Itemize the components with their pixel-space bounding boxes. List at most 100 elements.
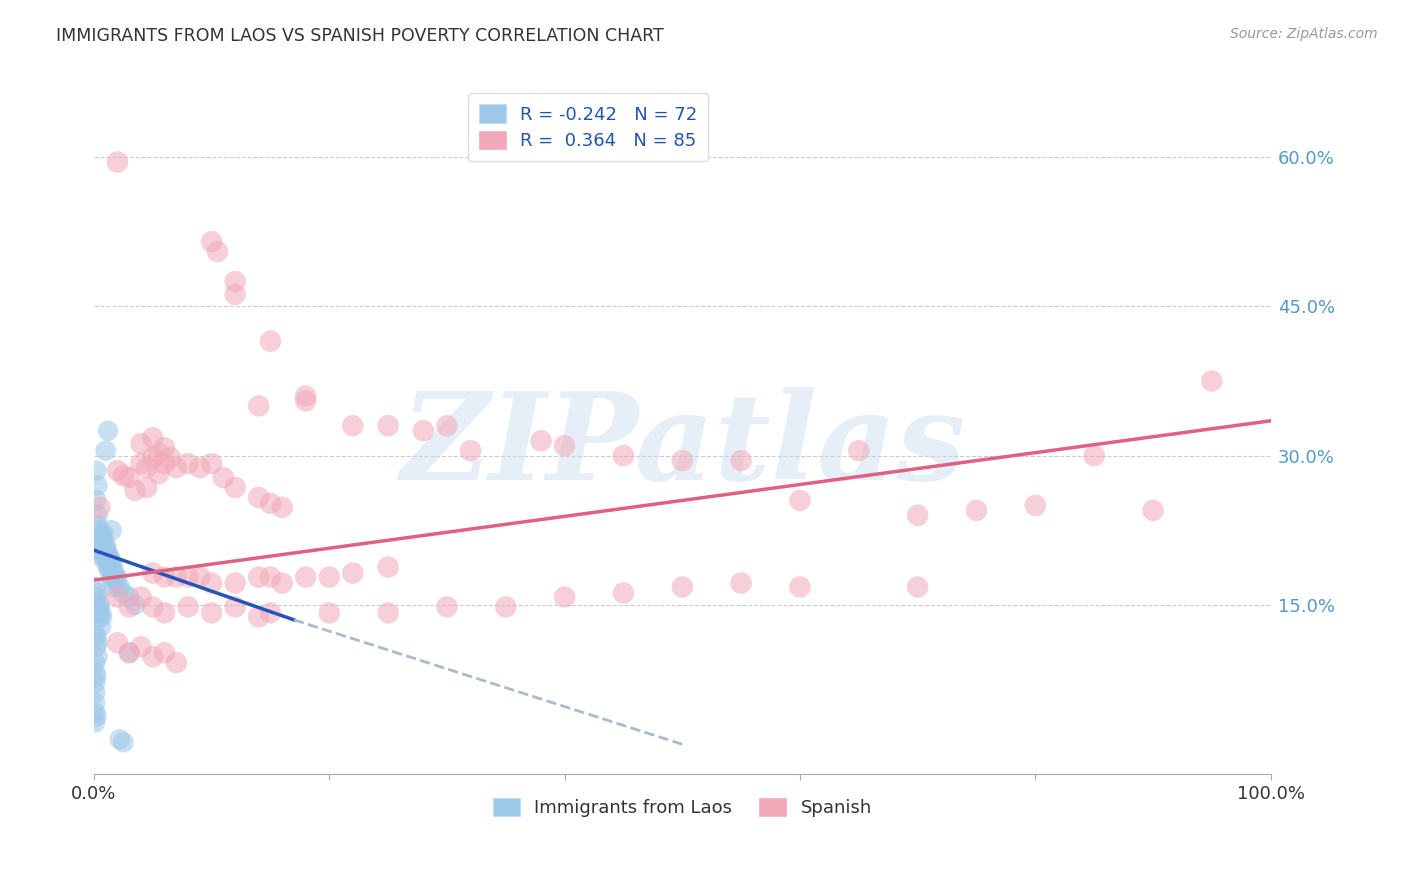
Point bbox=[966, 503, 988, 517]
Point bbox=[207, 244, 229, 259]
Point bbox=[87, 606, 110, 620]
Point bbox=[118, 646, 141, 660]
Point bbox=[86, 508, 108, 523]
Point bbox=[554, 590, 576, 604]
Point bbox=[129, 590, 152, 604]
Point bbox=[612, 449, 634, 463]
Point bbox=[135, 481, 157, 495]
Point bbox=[412, 424, 434, 438]
Point bbox=[177, 570, 200, 584]
Point bbox=[212, 470, 235, 484]
Point bbox=[201, 606, 224, 620]
Point bbox=[612, 586, 634, 600]
Point bbox=[247, 570, 270, 584]
Point bbox=[118, 646, 141, 660]
Point bbox=[907, 580, 929, 594]
Point bbox=[789, 493, 811, 508]
Point bbox=[201, 457, 224, 471]
Point bbox=[247, 610, 270, 624]
Point bbox=[100, 552, 122, 566]
Point bbox=[100, 523, 122, 537]
Point bbox=[377, 418, 399, 433]
Point bbox=[165, 656, 187, 670]
Point bbox=[153, 570, 176, 584]
Point bbox=[94, 538, 117, 552]
Point bbox=[259, 606, 281, 620]
Point bbox=[730, 576, 752, 591]
Point bbox=[90, 540, 112, 554]
Point bbox=[201, 235, 224, 249]
Point bbox=[94, 443, 117, 458]
Point bbox=[84, 640, 107, 654]
Point bbox=[271, 576, 294, 591]
Point bbox=[142, 599, 165, 614]
Point bbox=[554, 439, 576, 453]
Point bbox=[89, 538, 111, 552]
Point bbox=[93, 543, 115, 558]
Point bbox=[148, 467, 170, 481]
Point bbox=[103, 580, 125, 594]
Point bbox=[671, 453, 693, 467]
Point bbox=[91, 528, 114, 542]
Text: IMMIGRANTS FROM LAOS VS SPANISH POVERTY CORRELATION CHART: IMMIGRANTS FROM LAOS VS SPANISH POVERTY … bbox=[56, 27, 664, 45]
Point bbox=[87, 533, 110, 548]
Point bbox=[907, 508, 929, 523]
Point bbox=[84, 715, 107, 730]
Point bbox=[129, 436, 152, 450]
Point bbox=[107, 464, 129, 478]
Point bbox=[142, 431, 165, 445]
Point bbox=[90, 530, 112, 544]
Point bbox=[89, 500, 111, 515]
Point bbox=[93, 526, 115, 541]
Point bbox=[100, 560, 122, 574]
Text: Source: ZipAtlas.com: Source: ZipAtlas.com bbox=[1230, 27, 1378, 41]
Point bbox=[495, 599, 517, 614]
Point bbox=[84, 590, 107, 604]
Point bbox=[84, 665, 107, 680]
Point bbox=[96, 543, 118, 558]
Text: ZIPatlas: ZIPatlas bbox=[399, 387, 965, 506]
Point bbox=[107, 155, 129, 169]
Point bbox=[84, 696, 107, 710]
Point bbox=[135, 460, 157, 475]
Point bbox=[84, 543, 107, 558]
Point bbox=[377, 560, 399, 574]
Point bbox=[107, 570, 129, 584]
Point bbox=[224, 275, 246, 289]
Point bbox=[271, 500, 294, 515]
Point bbox=[247, 491, 270, 505]
Point bbox=[108, 732, 131, 747]
Point bbox=[89, 548, 111, 562]
Point bbox=[84, 685, 107, 699]
Point bbox=[848, 443, 870, 458]
Point bbox=[93, 533, 115, 548]
Point bbox=[93, 553, 115, 567]
Point bbox=[129, 457, 152, 471]
Point bbox=[188, 460, 211, 475]
Point bbox=[98, 563, 121, 577]
Legend: Immigrants from Laos, Spanish: Immigrants from Laos, Spanish bbox=[485, 790, 879, 824]
Point bbox=[97, 424, 120, 438]
Point bbox=[1142, 503, 1164, 517]
Point bbox=[294, 570, 316, 584]
Point bbox=[108, 580, 131, 594]
Point bbox=[318, 570, 340, 584]
Point bbox=[107, 636, 129, 650]
Point bbox=[124, 483, 146, 498]
Point bbox=[259, 334, 281, 348]
Point bbox=[224, 481, 246, 495]
Point bbox=[247, 399, 270, 413]
Point bbox=[142, 649, 165, 664]
Point bbox=[97, 560, 120, 574]
Point bbox=[103, 566, 125, 580]
Point bbox=[90, 606, 112, 620]
Point bbox=[107, 590, 129, 604]
Point bbox=[84, 709, 107, 723]
Point bbox=[100, 556, 122, 570]
Point bbox=[224, 599, 246, 614]
Point bbox=[165, 460, 187, 475]
Point bbox=[84, 656, 107, 670]
Point bbox=[460, 443, 482, 458]
Point bbox=[98, 550, 121, 565]
Point bbox=[112, 586, 135, 600]
